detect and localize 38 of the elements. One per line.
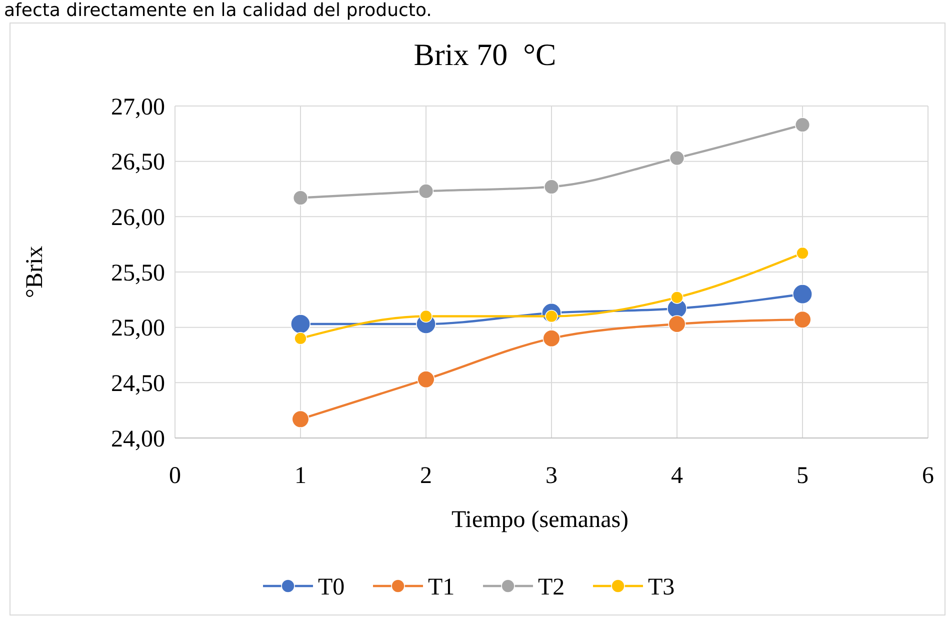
legend-label: T0	[318, 574, 345, 600]
x-tick-label: 5	[796, 463, 808, 489]
text: afecta directamente en la calidad del producto.	[4, 0, 432, 21]
legend-label: T2	[538, 574, 565, 600]
point	[418, 184, 434, 199]
point	[794, 310, 812, 328]
y-tick-label: 26,00	[111, 205, 165, 232]
x-tick-label: 1	[294, 463, 306, 489]
point	[294, 332, 307, 345]
point	[292, 410, 310, 428]
point	[668, 315, 686, 333]
y-tick-label: 25,00	[111, 316, 165, 342]
point	[792, 284, 812, 304]
point	[417, 370, 435, 388]
x-tick-label: 6	[922, 463, 934, 489]
x-tick-label: 2	[420, 463, 432, 489]
point	[292, 190, 308, 206]
y-tick-label: 26,50	[111, 150, 165, 176]
y-axis-title: °Brix	[22, 246, 48, 298]
point	[544, 179, 560, 194]
point	[290, 314, 310, 334]
point	[670, 291, 684, 304]
y-tick-label: 24,50	[111, 371, 165, 398]
x-tick-label: 0	[169, 463, 181, 489]
y-tick-label: 24,00	[111, 426, 165, 452]
y-tick-label: 27,00	[111, 94, 165, 120]
legend-label: T3	[648, 574, 675, 600]
x-tick-label: 4	[671, 463, 683, 489]
chart-title: Brix 70 °C	[414, 37, 556, 72]
legend-label: T1	[428, 574, 455, 600]
x-axis-title: Tiempo (semanas)	[451, 507, 629, 533]
point	[794, 117, 810, 132]
point	[669, 150, 685, 166]
x-tick-label: 3	[546, 463, 558, 489]
point	[796, 246, 809, 260]
point	[542, 330, 560, 348]
point	[420, 310, 432, 323]
y-tick-label: 25,50	[111, 260, 165, 286]
